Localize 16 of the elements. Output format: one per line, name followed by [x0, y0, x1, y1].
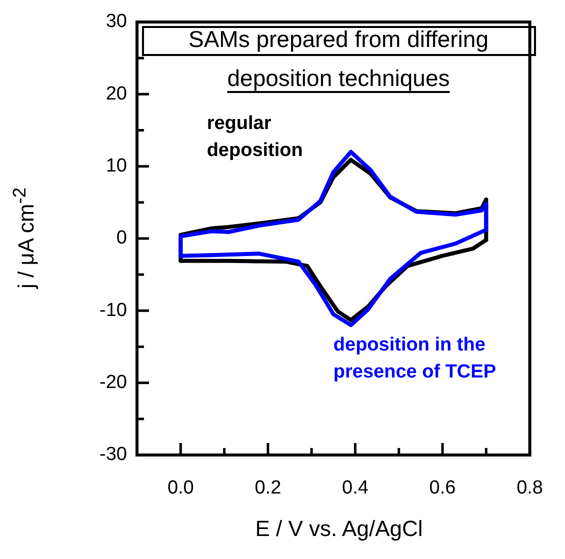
y-tick-label: -30 — [100, 444, 127, 466]
y-tick-label: 0 — [116, 228, 127, 249]
y-tick-label: -20 — [100, 372, 127, 394]
x-tick-label: 0.0 — [167, 478, 194, 499]
text: deposition in the presence of TCEP — [333, 334, 496, 382]
y-tick-label: 30 — [106, 11, 127, 32]
x-tick-label: 0.2 — [254, 478, 282, 499]
x-tick-label: 0.4 — [342, 478, 369, 499]
y-tick-label: 10 — [106, 156, 127, 177]
x-tick-label: 0.8 — [516, 478, 544, 499]
x-tick-label: 0.6 — [429, 478, 456, 499]
y-tick-label: 20 — [106, 83, 127, 104]
x-axis-title: E / V vs. Ag/AgCl — [254, 516, 424, 542]
series-label: regular deposition — [206, 112, 303, 161]
annotation: SAMs prepared from differing deposition techniques — [188, 25, 490, 91]
y-tick-label: -10 — [100, 300, 127, 321]
